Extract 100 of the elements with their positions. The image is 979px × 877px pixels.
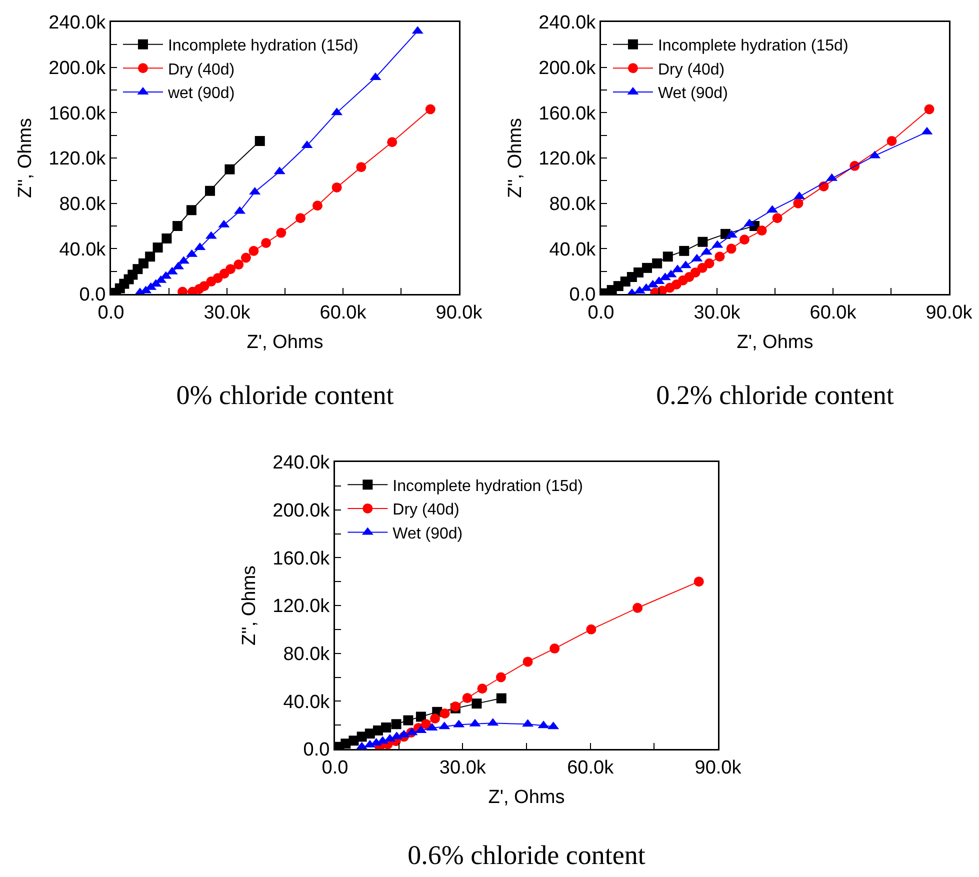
x-tick-label: 30.0k [204,302,251,324]
x-tick-label: 30.0k [439,757,486,778]
point [421,719,432,730]
point [714,252,725,262]
y-tick-label: 240.0k [48,12,106,34]
x-tick-label: 90.0k [926,302,973,324]
point [772,213,782,224]
point [261,238,272,248]
legend-label: Wet (90d) [658,85,728,102]
point [403,715,414,726]
point [225,264,236,274]
point [240,252,251,263]
point [254,136,265,146]
point [690,267,700,278]
point [162,233,172,244]
point [704,258,714,268]
x-tick-label: 60.0k [320,302,367,324]
point [496,693,506,704]
point [295,213,306,224]
point [425,104,436,114]
point [634,267,644,278]
point [356,162,366,172]
point [739,234,750,245]
y-tick-label: 120.0k [272,596,330,618]
text: 0% chloride content [175,380,395,411]
x-axis-title: Z', Ohms [736,332,814,353]
x-tick-label: 90.0k [694,757,742,778]
point [924,104,934,114]
point [632,602,643,613]
y-axis-title: Z'', Ohms [504,118,526,198]
point [472,698,482,709]
point [586,624,596,634]
point [522,656,533,667]
legend-label: Dry (40d) [392,502,460,519]
x-tick-label: 60.0k [810,302,857,324]
point [204,186,215,196]
point [391,719,402,730]
x-tick-label: 30.0k [694,302,741,324]
point [145,252,156,262]
point [416,712,426,722]
point [440,708,450,718]
y-tick-label: 160.0k [272,548,330,570]
point [726,244,736,254]
y-tick-label: 160.0k [538,103,596,124]
y-tick-label: 40.0k [283,692,330,713]
point [694,576,704,587]
y-tick-label: 40.0k [59,239,106,260]
y-tick-label: 240.0k [538,12,596,34]
point [248,246,259,256]
legend-label: Incomplete hydration (15d) [168,38,358,55]
point [642,262,652,273]
x-axis-title: Z', Ohms [488,786,565,808]
legend-label: Incomplete hydration (15d) [658,38,848,55]
point [698,236,708,247]
point [652,258,662,268]
point [381,722,392,732]
point [276,228,286,238]
point [462,693,472,704]
y-tick-label: 40.0k [549,239,596,260]
y-tick-label: 200.0k [48,58,106,79]
x-tick-label: 60.0k [567,757,614,778]
point [387,137,398,148]
point [756,226,767,236]
point [496,672,506,682]
legend-label: Incomplete hydration (15d) [392,478,583,495]
y-tick-label: 120.0k [538,148,596,170]
legend-label: Dry (40d) [168,61,235,78]
point [477,684,488,694]
point [224,164,235,174]
point [234,260,244,270]
y-tick-label: 200.0k [538,58,596,79]
y-tick-label: 200.0k [272,500,330,522]
point [550,644,560,654]
point [152,242,163,253]
point [679,246,690,256]
y-tick-label: 120.0k [48,148,106,170]
y-tick-label: 80.0k [59,194,106,215]
point [332,182,342,192]
y-axis-title: Z'', Ohms [14,118,36,198]
point [430,714,440,724]
point [199,281,210,292]
text: 0.2% chloride content [655,380,895,411]
legend-label: Wet (90d) [392,525,463,542]
y-axis-title: Z'', Ohms [238,565,260,646]
point [172,221,183,231]
point [886,136,897,146]
x-tick-label: 90.0k [436,302,483,324]
text: 0.6% chloride content [406,840,646,871]
legend-label: Dry (40d) [658,61,725,78]
y-tick-label: 240.0k [272,452,330,474]
point [186,205,196,216]
y-tick-label: 160.0k [48,103,106,124]
legend-label: wet (90d) [166,85,235,102]
point [697,262,708,273]
point [312,200,322,211]
y-tick-label: 80.0k [549,194,596,215]
point [793,198,804,208]
x-axis-title: Z', Ohms [246,332,324,353]
point [662,252,673,262]
y-tick-label: 80.0k [283,644,330,665]
